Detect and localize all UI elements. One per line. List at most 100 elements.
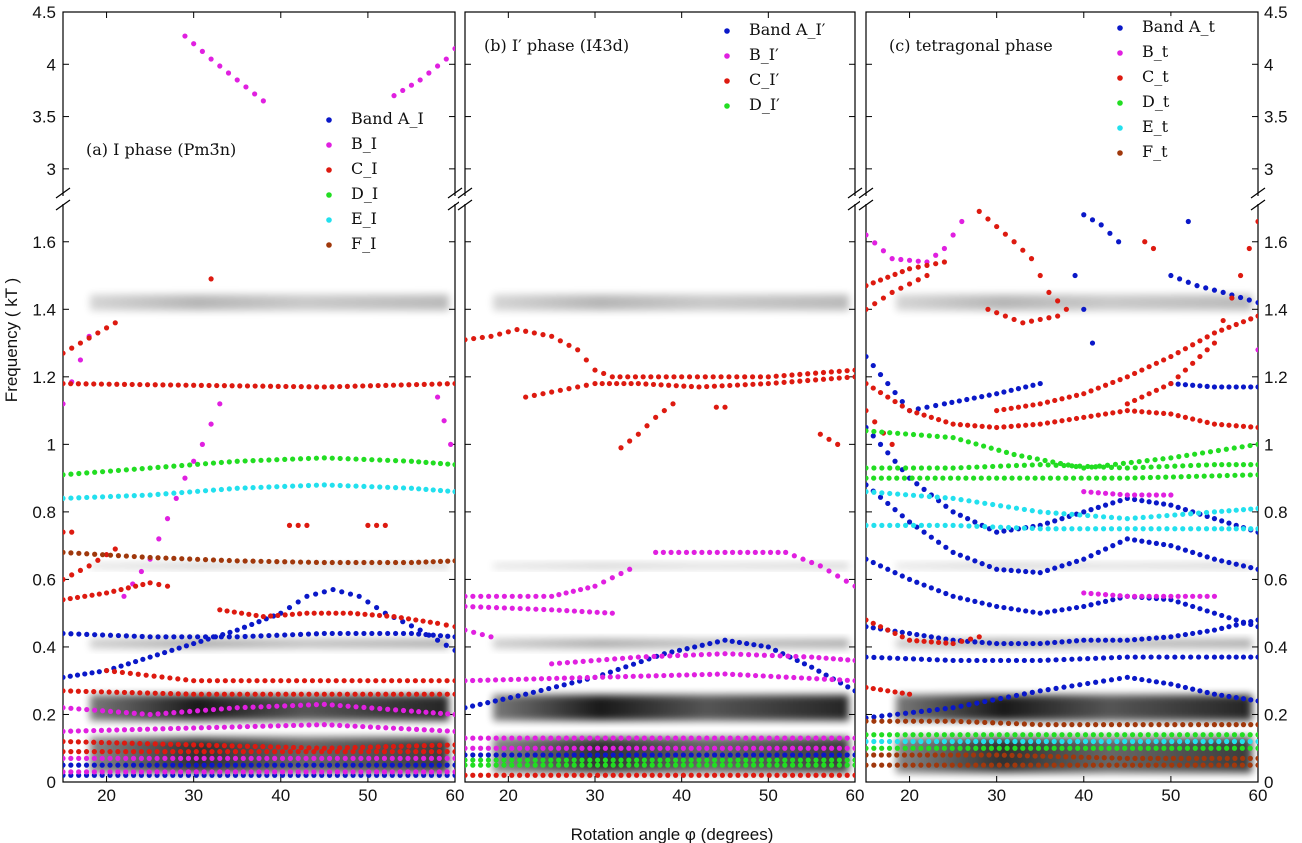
- data-point: [612, 656, 618, 662]
- data-point: [626, 772, 632, 778]
- data-point: [1233, 654, 1239, 660]
- data-point: [871, 762, 877, 768]
- data-point: [298, 691, 304, 697]
- data-point: [353, 456, 359, 462]
- data-point: [114, 727, 120, 733]
- data-point: [917, 475, 923, 481]
- data-point: [1201, 473, 1207, 479]
- data-point: [469, 703, 476, 709]
- data-point: [902, 431, 909, 437]
- data-point: [1002, 313, 1008, 319]
- data-point: [1129, 745, 1136, 751]
- data-point: [423, 459, 429, 465]
- data-point: [63, 749, 66, 755]
- data-point: [943, 544, 949, 550]
- data-point: [1172, 512, 1178, 518]
- data-point: [699, 671, 705, 678]
- data-point: [217, 401, 223, 407]
- legend-label: C_t: [1142, 67, 1169, 86]
- data-point: [361, 704, 367, 711]
- data-point: [175, 741, 181, 748]
- data-point: [1011, 239, 1017, 245]
- axis-break-mark: [847, 199, 863, 211]
- data-point: [1145, 762, 1151, 768]
- data-point: [1226, 615, 1232, 621]
- data-point: [979, 423, 985, 429]
- data-point: [208, 56, 214, 62]
- data-point: [982, 464, 988, 470]
- data-point: [63, 350, 66, 356]
- data-point: [910, 718, 917, 724]
- data-point: [643, 381, 649, 387]
- data-point: [766, 735, 772, 741]
- data-point: [1012, 745, 1018, 751]
- data-point: [275, 723, 281, 729]
- data-point: [321, 559, 327, 566]
- data-point: [1082, 732, 1089, 738]
- data-point: [981, 732, 987, 738]
- data-point: [758, 735, 765, 741]
- data-point: [1139, 409, 1145, 415]
- data-point: [493, 745, 499, 751]
- data-point: [1190, 593, 1196, 599]
- data-point: [155, 464, 161, 470]
- data-point: [836, 375, 842, 381]
- data-point: [942, 522, 948, 528]
- data-point: [1148, 526, 1154, 532]
- data-point: [125, 585, 131, 591]
- data-point: [428, 762, 435, 768]
- data-point: [1004, 732, 1010, 738]
- data-point: [1131, 408, 1138, 414]
- data-point: [329, 702, 335, 708]
- data-point: [240, 755, 246, 761]
- data-point: [389, 762, 395, 768]
- data-point: [321, 384, 327, 390]
- data-point: [877, 687, 884, 693]
- data-point: [918, 708, 925, 715]
- data-point: [199, 441, 205, 447]
- data-point: [358, 755, 364, 761]
- data-point: [1059, 607, 1065, 613]
- data-point: [138, 762, 144, 768]
- data-point: [428, 749, 435, 755]
- data-point: [1139, 394, 1145, 400]
- y-tick-label: 0: [1264, 773, 1273, 792]
- data-point: [123, 710, 129, 716]
- y-tick-label: 1.4: [1264, 300, 1288, 319]
- data-point: [1199, 450, 1206, 456]
- data-point: [1089, 464, 1095, 470]
- data-point: [326, 749, 333, 755]
- data-point: [1182, 382, 1189, 388]
- data-point: [421, 727, 427, 733]
- data-point: [1131, 397, 1138, 404]
- data-point: [712, 757, 718, 763]
- data-point: [666, 382, 672, 388]
- data-point: [352, 744, 358, 751]
- data-point: [68, 550, 74, 556]
- data-point: [909, 475, 915, 481]
- data-point: [844, 757, 850, 763]
- data-point: [1112, 461, 1119, 467]
- data-point: [297, 611, 303, 617]
- data-point: [934, 706, 940, 713]
- data-point: [334, 749, 340, 755]
- data-point: [168, 382, 174, 388]
- data-point: [1203, 526, 1210, 532]
- data-point: [170, 749, 176, 755]
- data-point: [267, 383, 274, 389]
- data-point: [423, 631, 429, 638]
- data-point: [1097, 463, 1103, 469]
- data-point: [885, 450, 891, 456]
- data-point: [801, 661, 808, 667]
- data-point: [234, 705, 240, 711]
- data-point: [1180, 463, 1186, 469]
- data-point: [852, 757, 855, 763]
- data-point: [313, 631, 320, 637]
- data-point: [377, 559, 383, 566]
- data-point: [973, 745, 979, 751]
- data-point: [879, 745, 885, 751]
- data-point: [942, 657, 948, 663]
- data-point: [866, 624, 869, 630]
- data-point: [738, 651, 744, 657]
- data-point: [1193, 473, 1200, 479]
